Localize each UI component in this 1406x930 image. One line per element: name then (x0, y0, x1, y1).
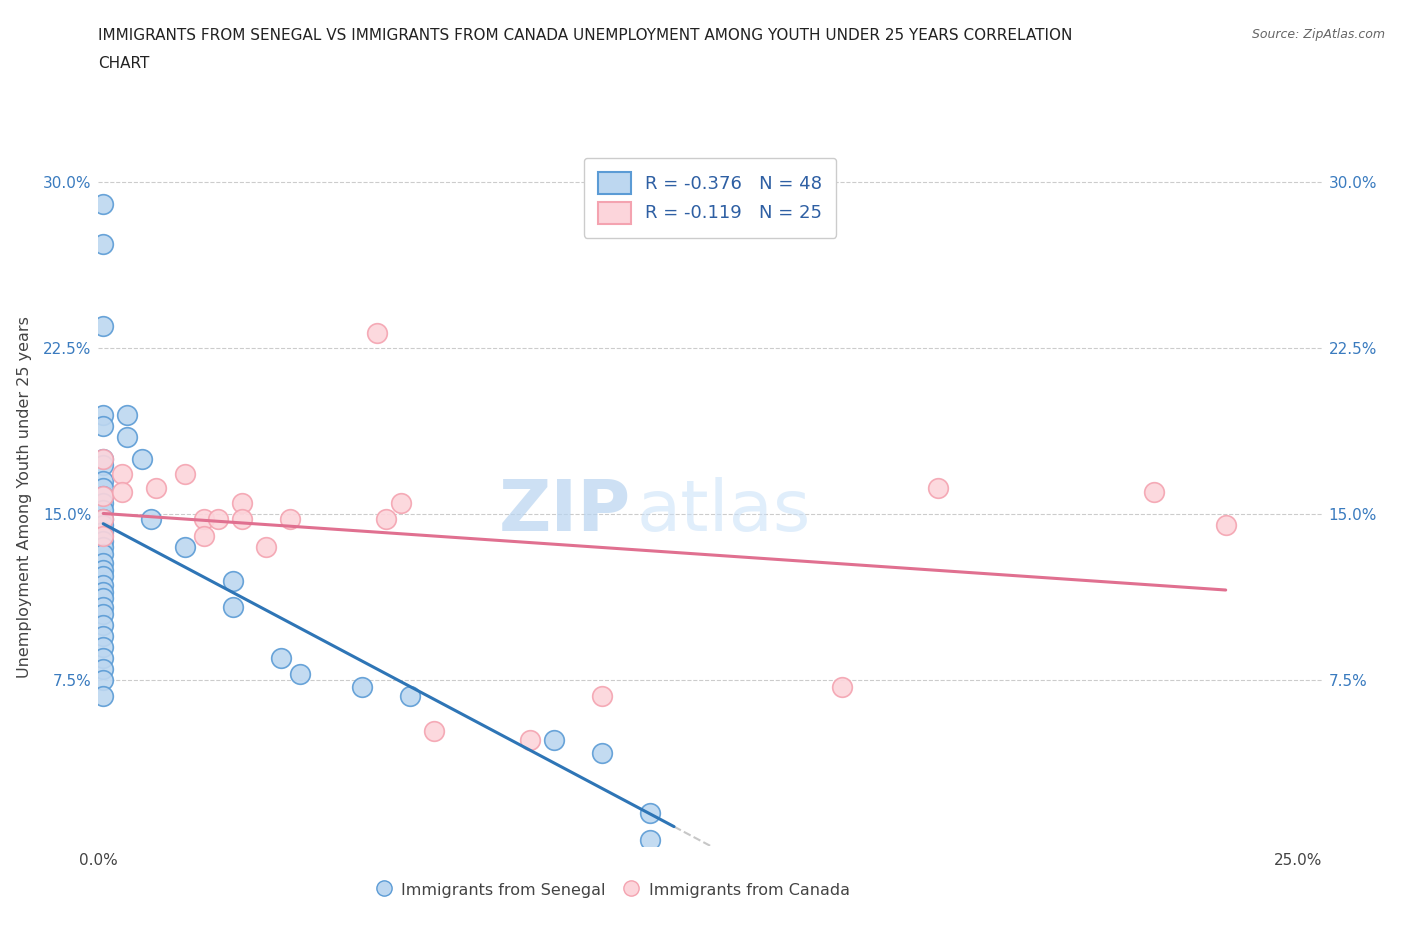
Point (193, 512, 215, 526)
Point (91, 629, 114, 644)
Point (91, 197, 114, 212)
Point (638, 832, 661, 847)
Point (91, 236, 114, 251)
Point (91, 640, 114, 655)
Point (173, 540, 195, 555)
Text: IMMIGRANTS FROM SENEGAL VS IMMIGRANTS FROM CANADA UNEMPLOYMENT AMONG YOUTH UNDER: IMMIGRANTS FROM SENEGAL VS IMMIGRANTS FR… (98, 28, 1073, 43)
Point (638, 805, 661, 820)
Point (91, 518, 114, 533)
Point (91, 662, 114, 677)
Point (111, 485, 134, 499)
Point (91, 555, 114, 570)
Point (91, 512, 114, 526)
Point (91, 489, 114, 504)
Point (115, 407, 138, 422)
Point (831, 680, 853, 695)
Legend: Immigrants from Senegal, Immigrants from Canada: Immigrants from Senegal, Immigrants from… (368, 875, 856, 905)
Point (399, 688, 422, 703)
Point (352, 680, 374, 695)
Text: CHART: CHART (98, 56, 150, 71)
Point (91, 688, 114, 703)
Point (91, 562, 114, 577)
Point (91, 451, 114, 466)
Point (231, 512, 253, 526)
Point (278, 512, 301, 526)
Point (91, 318, 114, 333)
Point (423, 724, 446, 738)
Point (591, 746, 613, 761)
Point (91, 540, 114, 555)
Text: ZIP: ZIP (498, 477, 630, 546)
Point (91, 547, 114, 562)
Point (366, 326, 388, 340)
Point (591, 688, 613, 703)
Point (91, 496, 114, 511)
Point (91, 489, 114, 504)
Point (91, 606, 114, 621)
Point (91, 525, 114, 539)
Point (173, 467, 195, 482)
Point (389, 496, 412, 511)
Y-axis label: Unemployment Among Youth under 25 years: Unemployment Among Youth under 25 years (17, 316, 32, 679)
Point (145, 480, 167, 495)
Point (543, 733, 565, 748)
Point (519, 733, 541, 748)
Point (270, 651, 292, 666)
Point (115, 430, 138, 445)
Point (927, 480, 949, 495)
Point (91, 512, 114, 526)
Point (91, 451, 114, 466)
Point (141, 512, 163, 526)
Point (91, 418, 114, 433)
Point (91, 651, 114, 666)
Point (222, 600, 245, 615)
Text: Source: ZipAtlas.com: Source: ZipAtlas.com (1251, 28, 1385, 41)
Point (91, 672, 114, 687)
Point (91, 533, 114, 548)
Point (231, 496, 253, 511)
Point (288, 666, 311, 681)
Point (91, 618, 114, 632)
Point (254, 540, 277, 555)
Point (375, 512, 398, 526)
Point (1143, 485, 1166, 499)
Point (91, 502, 114, 517)
Point (91, 480, 114, 495)
Point (91, 473, 114, 488)
Point (91, 600, 114, 615)
Point (91, 578, 114, 592)
Point (222, 573, 245, 588)
Point (91, 407, 114, 422)
Point (91, 591, 114, 605)
Point (91, 569, 114, 584)
Point (193, 529, 215, 544)
Point (91, 529, 114, 544)
Point (1215, 518, 1237, 533)
Point (91, 584, 114, 599)
Point (111, 467, 134, 482)
Point (131, 451, 153, 466)
Point (207, 512, 229, 526)
Text: atlas: atlas (637, 477, 811, 546)
Point (91, 458, 114, 472)
